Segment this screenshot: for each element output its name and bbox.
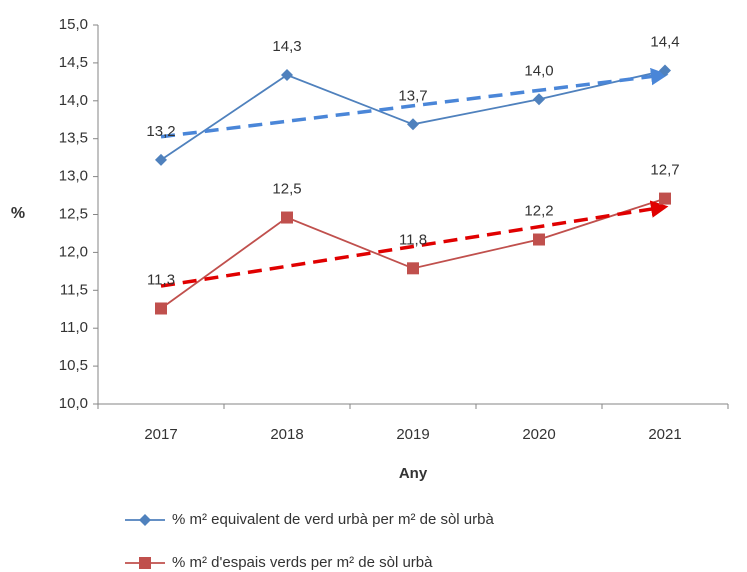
y-tick-label: 14,0 — [59, 92, 88, 109]
marker — [659, 192, 671, 205]
data-label: 11,3 — [147, 271, 175, 288]
y-tick-label: 15,0 — [59, 16, 88, 33]
trendline — [160, 67, 669, 139]
series-line — [160, 197, 666, 310]
legend-marker — [139, 557, 151, 569]
data-label: 12,5 — [272, 181, 301, 198]
marker — [407, 118, 419, 131]
data-label: 14,0 — [524, 62, 553, 79]
marker — [155, 302, 167, 315]
legend-marker — [139, 514, 151, 526]
data-label: 12,7 — [650, 162, 679, 179]
y-tick-label: 11,5 — [60, 281, 88, 298]
marker — [281, 211, 293, 224]
data-label: 12,2 — [524, 202, 553, 219]
x-tick-label: 2019 — [396, 426, 429, 443]
y-tick-label: 10,0 — [59, 395, 88, 412]
data-label: 13,2 — [146, 123, 175, 140]
x-axis-label: Any — [399, 465, 428, 482]
data-label: 14,4 — [650, 33, 679, 50]
data-label: 11,8 — [399, 231, 427, 248]
y-tick-label: 12,0 — [59, 243, 88, 260]
marker — [407, 262, 419, 275]
marker — [533, 93, 545, 106]
legend-label: % m² d'espais verds per m² de sòl urbà — [172, 554, 433, 571]
y-tick-label: 14,5 — [59, 54, 88, 71]
y-tick-label: 11,0 — [60, 319, 88, 336]
x-tick-label: 2018 — [270, 426, 303, 443]
marker — [659, 64, 671, 77]
y-tick-label: 12,5 — [59, 205, 88, 222]
trendline — [160, 200, 669, 288]
marker — [281, 69, 293, 82]
marker — [155, 153, 167, 166]
marker — [533, 233, 545, 246]
y-tick-label: 13,0 — [59, 168, 88, 185]
x-tick-label: 2017 — [144, 426, 177, 443]
legend-label: % m² equivalent de verd urbà per m² de s… — [172, 511, 494, 528]
data-label: 13,7 — [398, 87, 427, 104]
data-label: 14,3 — [272, 38, 301, 55]
x-tick-label: 2021 — [648, 426, 681, 443]
y-tick-label: 10,5 — [59, 357, 88, 374]
x-tick-label: 2020 — [522, 426, 555, 443]
y-tick-label: 13,5 — [59, 130, 88, 147]
y-axis-label: % — [11, 205, 25, 222]
